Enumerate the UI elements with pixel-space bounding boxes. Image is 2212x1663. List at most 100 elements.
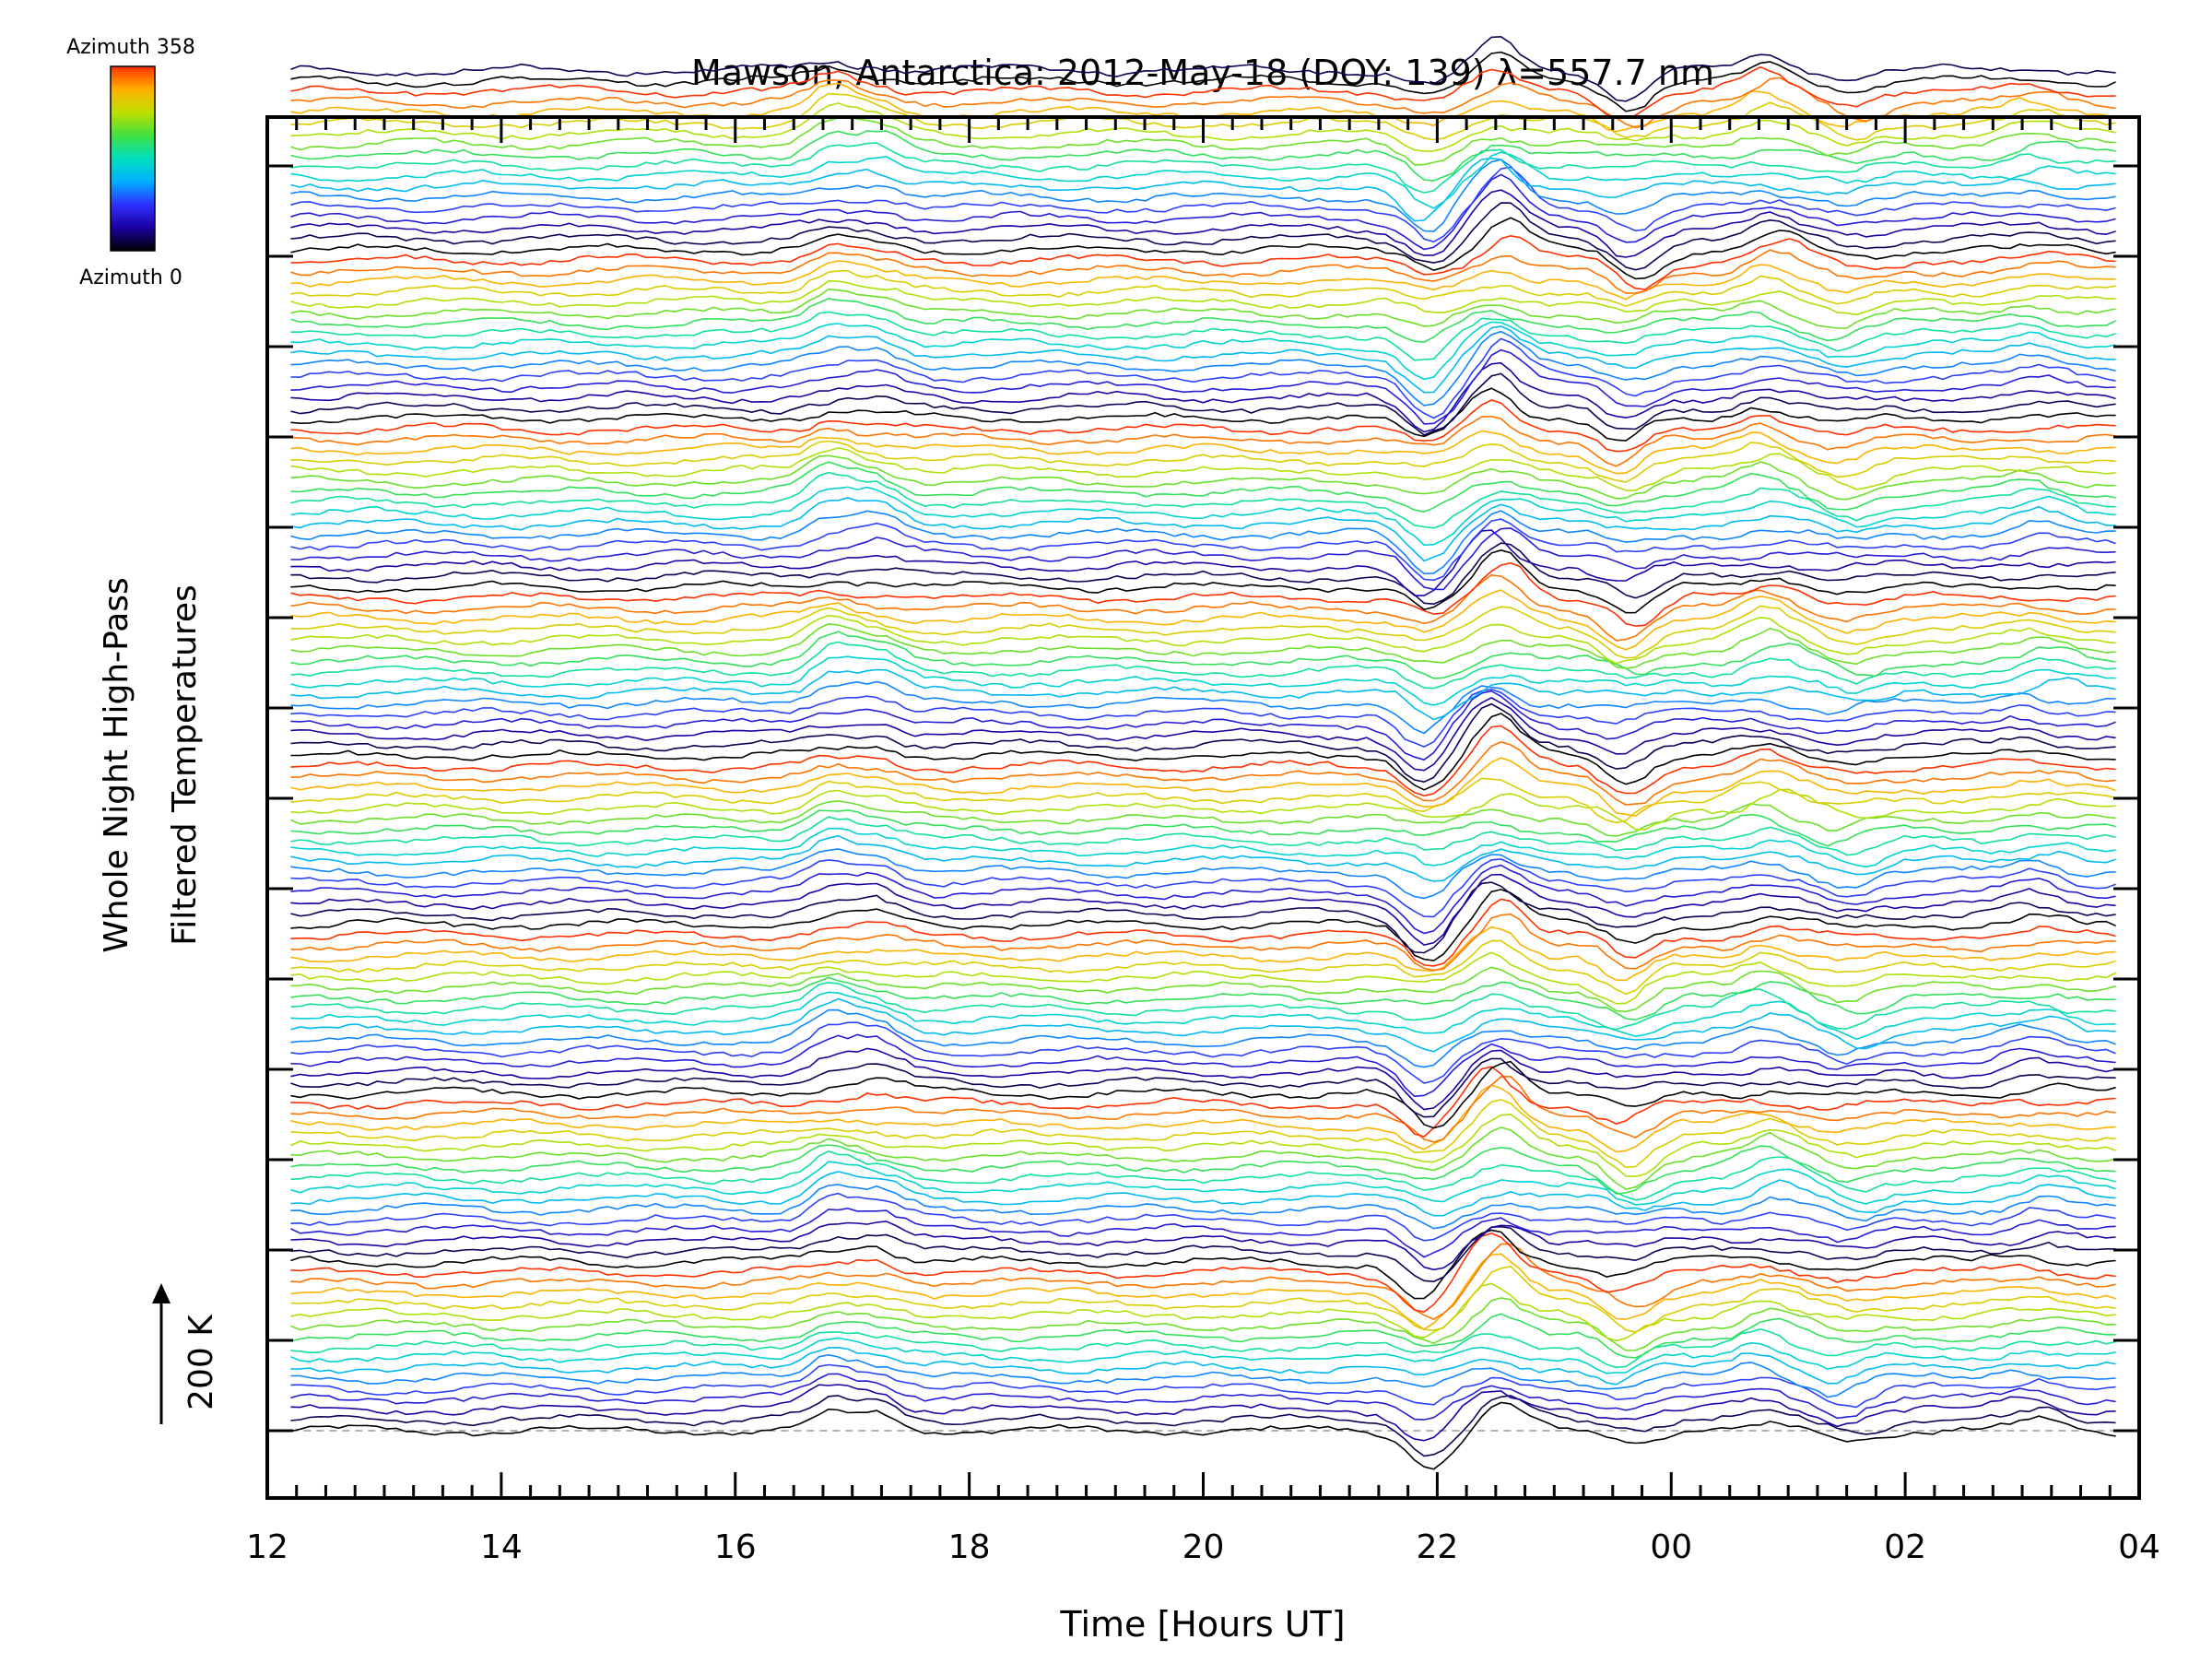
temperature-trace [290,1184,2116,1230]
temperature-trace [290,330,2116,407]
temperature-trace [290,788,2116,831]
temperature-trace [290,1337,2116,1374]
temperature-trace [290,311,2116,361]
temperature-trace [290,1353,2116,1398]
temperature-trace [290,913,2116,972]
temperature-trace [290,151,2116,209]
temperature-trace [290,1363,2116,1409]
temperature-trace [290,816,2116,856]
temperature-trace [290,548,2116,614]
temperature-trace [290,809,2116,847]
temperature-trace [290,1192,2116,1242]
temperature-trace [290,926,2116,982]
temperature-trace [290,680,2116,735]
temperature-trace [290,298,2116,343]
temperature-trace [290,430,2116,475]
temperature-trace [290,510,2116,575]
y-axis-label-line2: Filtered Temperatures [166,584,204,946]
scale-indicator: 200 K [152,1283,220,1424]
temperature-trace [290,873,2116,946]
temperature-trace [290,702,2116,784]
temperature-trace [290,1008,2116,1068]
temperature-trace [290,589,2116,651]
temperature-trace [290,249,2116,294]
temperature-trace [290,279,2116,316]
temperature-trace [290,440,2116,483]
temperature-trace [290,1313,2116,1359]
temperature-trace [290,1221,2116,1271]
temperature-trace [290,864,2116,935]
temperature-trace [290,1282,2116,1342]
temperature-trace [290,35,2116,102]
temperature-trace [290,486,2116,547]
temperature-trace [290,622,2116,670]
temperature-trace [290,166,2116,243]
temperature-trace [290,614,2116,665]
temperature-trace [290,1207,2116,1258]
temperature-trace [290,966,2116,1013]
temperature-trace [290,1395,2116,1457]
x-tick-label: 18 [948,1528,991,1566]
temperature-trace [290,1126,2116,1190]
temperature-trace [290,631,2116,679]
temperature-trace [290,605,2116,659]
temperature-trace [290,1346,2116,1386]
temperature-trace [290,1373,2116,1421]
temperature-trace [290,1047,2116,1111]
temperature-trace [290,348,2116,425]
temperature-trace [290,361,2116,433]
x-tick-label: 04 [2118,1528,2160,1566]
temperature-trace [290,1033,2116,1098]
y-axis-label-line1: Whole Night High-Pass [98,577,135,953]
temperature-trace [290,234,2116,290]
temperature-trace [290,696,2116,772]
colorbar: Azimuth 358 Azimuth 0 [66,36,195,289]
temperature-trace [290,1084,2116,1153]
x-tick-label: 20 [1182,1528,1225,1566]
temperature-trace [290,1021,2116,1084]
temperature-trace [290,518,2116,582]
temperature-trace [290,471,2116,529]
scale-label: 200 K [182,1314,220,1410]
temperature-trace [290,1150,2116,1201]
temperature-trace [290,655,2116,706]
temperature-trace [290,115,2116,166]
temperature-trace [290,399,2116,453]
temperature-trace [290,1297,2116,1351]
temperature-trace [290,641,2116,690]
temperature-trace [290,157,2116,222]
temperature-trace [290,454,2116,501]
temperature-trace [290,800,2116,837]
chart-title: Mawson, Antarctica: 2012-May-18 (DOY: 13… [691,53,1714,93]
temperature-trace [290,1075,2116,1143]
temperature-trace [290,217,2116,280]
colorbar-top-label: Azimuth 358 [66,36,195,59]
temperature-trace [290,881,2116,954]
temperature-trace [290,1265,2116,1333]
temperature-trace [290,51,2116,112]
temperature-trace [290,130,2116,182]
y-ticks [267,164,2139,1433]
temperature-trace [290,65,2116,120]
temperature-trace [290,1171,2116,1217]
temperature-trace [290,1327,2116,1369]
temperature-trace [290,372,2116,436]
x-tick-label: 14 [480,1528,523,1566]
temperature-trace [290,777,2116,824]
trace-group [290,35,2116,1470]
temperature-trace [290,1243,2116,1320]
temperature-trace [290,288,2116,329]
temperature-trace [290,939,2116,996]
temperature-trace [290,827,2116,868]
temperature-trace [290,976,2116,1021]
temperature-trace [290,542,2116,606]
temperature-trace [290,260,2116,301]
temperature-trace [290,713,2116,791]
temperature-trace [290,997,2116,1053]
x-tick-label: 12 [246,1528,288,1566]
temperature-trace [290,387,2116,442]
temperature-trace [290,1225,2116,1283]
temperature-trace [290,889,2116,961]
